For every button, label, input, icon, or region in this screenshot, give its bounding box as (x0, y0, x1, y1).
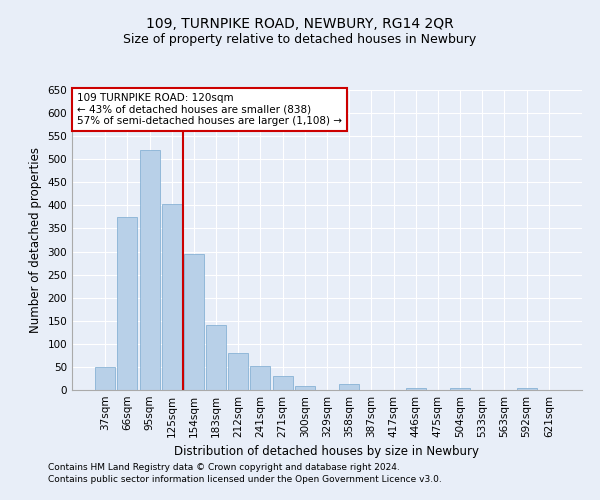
Bar (406, 388, 426, 390)
Text: 109 TURNPIKE ROAD: 120sqm
← 43% of detached houses are smaller (838)
57% of semi: 109 TURNPIKE ROAD: 120sqm ← 43% of detac… (77, 93, 342, 126)
Text: 109, TURNPIKE ROAD, NEWBURY, RG14 2QR: 109, TURNPIKE ROAD, NEWBURY, RG14 2QR (146, 18, 454, 32)
X-axis label: Distribution of detached houses by size in Newbury: Distribution of detached houses by size … (175, 446, 479, 458)
Bar (272, 376, 293, 390)
Bar (517, 388, 536, 390)
Y-axis label: Number of detached properties: Number of detached properties (29, 147, 42, 333)
Bar (140, 150, 160, 390)
Text: Size of property relative to detached houses in Newbury: Size of property relative to detached ho… (124, 32, 476, 46)
Text: Contains public sector information licensed under the Open Government Licence v3: Contains public sector information licen… (48, 475, 442, 484)
Bar (95, 367, 115, 390)
Bar (162, 204, 182, 390)
Bar (295, 386, 315, 390)
Bar (228, 353, 248, 390)
Bar (184, 254, 204, 390)
Bar (118, 217, 137, 390)
Bar (250, 366, 271, 390)
Text: Contains HM Land Registry data © Crown copyright and database right 2024.: Contains HM Land Registry data © Crown c… (48, 464, 400, 472)
Bar (450, 388, 470, 390)
Bar (206, 326, 226, 390)
Bar (339, 384, 359, 390)
